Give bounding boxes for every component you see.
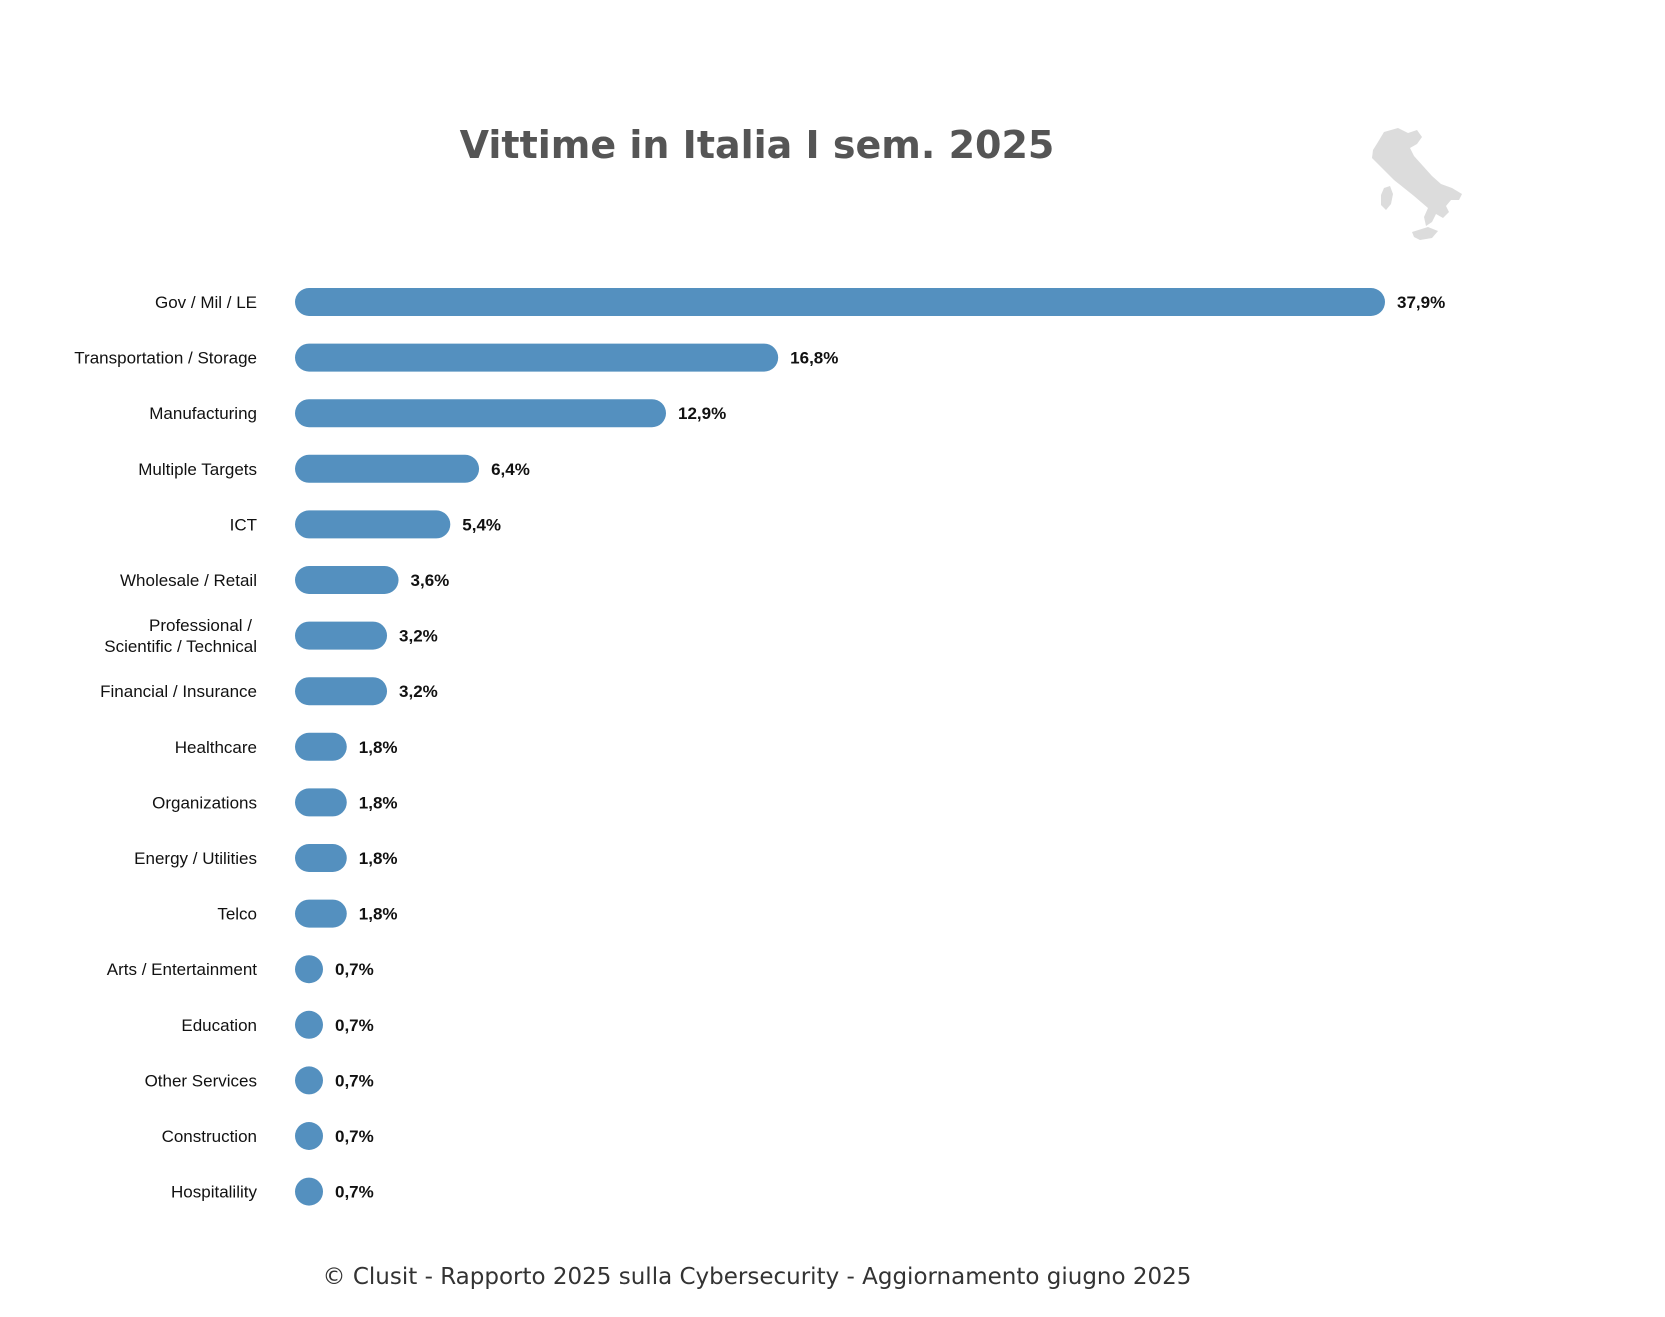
bar-2 — [295, 399, 667, 428]
category-label-15: Construction — [162, 1127, 257, 1146]
category-label-line: Arts / Entertainment — [107, 960, 258, 979]
category-label-line: Construction — [162, 1127, 257, 1146]
category-label-line: Other Services — [145, 1071, 257, 1090]
value-label-13: 0,7% — [335, 1016, 374, 1035]
category-label-line: Organizations — [152, 793, 257, 812]
category-label-line: Education — [181, 1016, 257, 1035]
category-label-4: ICT — [230, 515, 257, 534]
value-label-8: 1,8% — [359, 738, 398, 757]
bar-3 — [295, 454, 480, 483]
bar-10 — [295, 844, 347, 872]
value-label-12: 0,7% — [335, 960, 374, 979]
bar-11 — [295, 899, 347, 928]
value-label-1: 16,8% — [790, 349, 838, 368]
bar-4 — [295, 510, 451, 539]
category-label-line: Gov / Mil / LE — [155, 293, 257, 312]
italy-map-icon — [1372, 128, 1462, 240]
bar-16 — [295, 1177, 323, 1206]
category-label-13: Education — [181, 1016, 257, 1035]
bar-0 — [295, 288, 1385, 316]
category-label-line: Transportation / Storage — [74, 349, 257, 368]
category-label-line: Manufacturing — [149, 404, 257, 423]
bar-14 — [295, 1066, 323, 1095]
category-label-line: Professional / — [149, 616, 252, 635]
value-label-6: 3,2% — [399, 627, 438, 646]
value-label-16: 0,7% — [335, 1183, 374, 1202]
category-label-line: Telco — [217, 905, 257, 924]
value-label-5: 3,6% — [411, 571, 450, 590]
bar-8 — [295, 732, 347, 761]
category-label-line: Energy / Utilities — [134, 849, 257, 868]
bar-1 — [295, 343, 779, 372]
bar-7 — [295, 677, 388, 706]
value-label-4: 5,4% — [462, 515, 501, 534]
bar-15 — [295, 1122, 323, 1150]
category-label-line: Financial / Insurance — [100, 682, 257, 701]
category-label-11: Telco — [217, 905, 257, 924]
value-label-9: 1,8% — [359, 793, 398, 812]
category-label-16: Hospitalility — [171, 1183, 257, 1202]
category-label-1: Transportation / Storage — [74, 349, 257, 368]
value-label-2: 12,9% — [678, 404, 726, 423]
category-label-line: Healthcare — [175, 738, 257, 757]
category-label-line: ICT — [230, 515, 257, 534]
category-label-0: Gov / Mil / LE — [155, 293, 257, 312]
footer-credit: © Clusit - Rapporto 2025 sulla Cybersecu… — [323, 1264, 1192, 1290]
category-label-line: Wholesale / Retail — [120, 571, 257, 590]
value-label-15: 0,7% — [335, 1127, 374, 1146]
bar-6 — [295, 621, 388, 650]
category-label-12: Arts / Entertainment — [107, 960, 258, 979]
category-label-line: Hospitalility — [171, 1183, 257, 1202]
value-label-10: 1,8% — [359, 849, 398, 868]
category-label-5: Wholesale / Retail — [120, 571, 257, 590]
bar-12 — [295, 955, 323, 984]
category-label-3: Multiple Targets — [138, 460, 257, 479]
category-label-line: Multiple Targets — [138, 460, 257, 479]
bar-13 — [295, 1010, 323, 1039]
value-label-7: 3,2% — [399, 682, 438, 701]
value-label-11: 1,8% — [359, 905, 398, 924]
category-label-2: Manufacturing — [149, 404, 257, 423]
bar-5 — [295, 566, 399, 594]
value-label-14: 0,7% — [335, 1071, 374, 1090]
category-label-8: Healthcare — [175, 738, 257, 757]
category-label-line: Scientific / Technical — [104, 637, 257, 656]
bar-9 — [295, 788, 347, 817]
value-label-0: 37,9% — [1397, 293, 1445, 312]
chart-title: Vittime in Italia I sem. 2025 — [460, 123, 1055, 167]
category-label-6: Professional / Scientific / Technical — [104, 616, 257, 656]
category-label-10: Energy / Utilities — [134, 849, 257, 868]
category-label-9: Organizations — [152, 793, 257, 812]
value-label-3: 6,4% — [491, 460, 530, 479]
category-label-7: Financial / Insurance — [100, 682, 257, 701]
category-label-14: Other Services — [145, 1071, 257, 1090]
